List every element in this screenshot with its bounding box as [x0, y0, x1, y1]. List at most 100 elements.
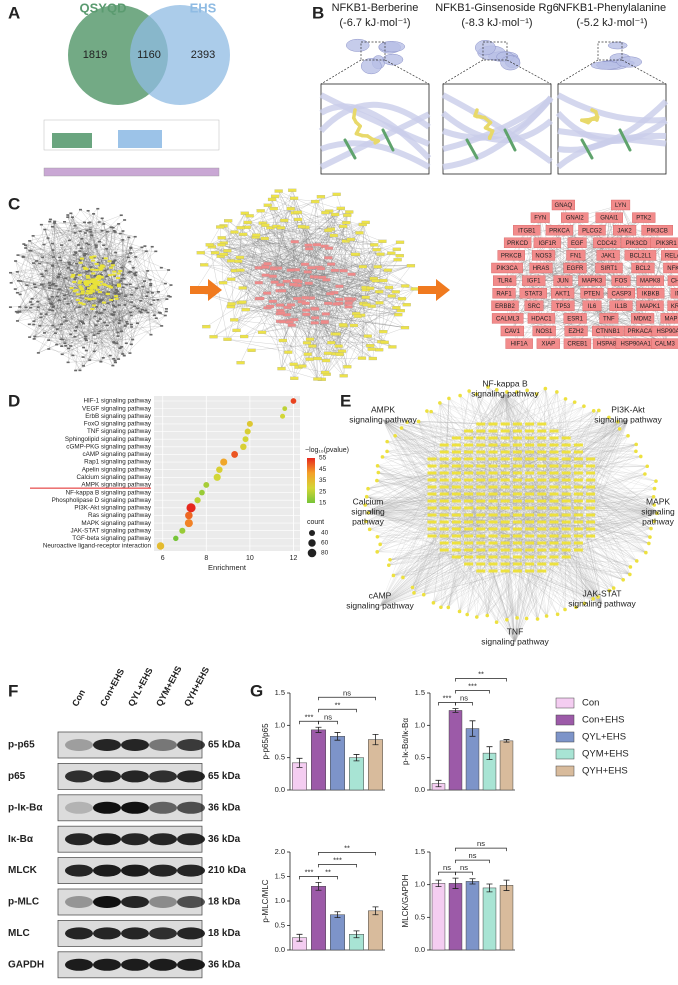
blot-band [149, 833, 177, 846]
edge [379, 535, 433, 607]
edge [146, 251, 166, 316]
node [200, 263, 209, 267]
edge [657, 230, 666, 344]
core-node [92, 282, 97, 285]
compound-node [476, 471, 486, 475]
hub-label: MAPK14 [664, 316, 678, 322]
edge [79, 250, 151, 280]
node [48, 220, 52, 223]
compound-node [611, 586, 616, 590]
hub-node [531, 250, 556, 261]
edge [305, 279, 327, 298]
compound-node [451, 541, 461, 545]
node [36, 306, 40, 308]
edge [367, 511, 469, 537]
core-node [95, 288, 100, 291]
node [67, 261, 71, 264]
node [81, 356, 85, 358]
compound-node [476, 520, 486, 524]
pathway-label: AMPK [371, 404, 395, 414]
compound-node [500, 478, 510, 482]
venn-count: 1819 [83, 49, 107, 61]
pathway-label: pathway [352, 516, 384, 526]
node [380, 340, 389, 344]
edge [281, 222, 347, 369]
node [121, 274, 125, 276]
pathway-label: signaling [351, 506, 385, 516]
edge [578, 451, 624, 580]
hub-node [624, 250, 657, 261]
edge [541, 423, 659, 513]
venn-set-label: EHS [190, 0, 217, 15]
edge [65, 278, 133, 340]
node [24, 306, 28, 309]
edge [288, 208, 342, 322]
error-bar [503, 879, 510, 891]
edge [456, 456, 641, 502]
compound-node [512, 541, 522, 545]
compound-node [537, 541, 547, 545]
dot [282, 406, 288, 412]
node [94, 324, 98, 326]
edge [456, 458, 630, 575]
edge [608, 204, 621, 319]
node [128, 283, 132, 286]
edge [312, 248, 330, 347]
hub-node [611, 275, 631, 286]
edge [274, 240, 346, 269]
edge [34, 338, 84, 366]
compound-node [500, 464, 510, 468]
colorbar [307, 458, 315, 503]
compound-node [464, 450, 474, 454]
compound-node [648, 535, 652, 539]
compound-node [363, 519, 368, 524]
edge [236, 227, 271, 331]
core-node [92, 279, 97, 282]
y-tick-label: Phospholipase D signaling pathway [52, 497, 152, 504]
compound-node [549, 520, 559, 524]
core-node [117, 285, 122, 288]
compound-node [574, 605, 578, 610]
node [71, 354, 75, 357]
pathway-label: cAMP [369, 590, 392, 600]
edge [71, 252, 131, 271]
edge [439, 402, 469, 509]
node [117, 293, 121, 296]
protein-label: p-Iκ-Bα [8, 802, 43, 813]
blot-band [177, 958, 205, 971]
edge [468, 389, 497, 446]
edge [64, 298, 87, 341]
edge [377, 458, 567, 466]
compound-node [638, 454, 643, 459]
node [321, 210, 330, 215]
edge [280, 227, 375, 245]
node [92, 213, 96, 215]
edge [38, 307, 115, 343]
node [30, 303, 34, 306]
edge [292, 208, 342, 285]
node [263, 203, 272, 207]
edge [401, 427, 494, 523]
node [316, 195, 326, 199]
core-node [97, 284, 102, 287]
edge [280, 227, 302, 302]
edge [566, 511, 659, 544]
edge [511, 255, 534, 294]
edge [578, 493, 603, 605]
edge [590, 451, 636, 502]
edge [280, 310, 315, 324]
node [51, 324, 55, 327]
edge [541, 535, 614, 589]
compound-node [537, 457, 547, 461]
edge [541, 486, 655, 489]
node [144, 309, 148, 312]
edge [264, 190, 293, 239]
node [82, 322, 86, 325]
edge [19, 306, 125, 356]
edge [366, 496, 433, 523]
pathway-label: signaling pathway [481, 636, 549, 646]
node [379, 330, 388, 334]
compound-node [464, 548, 474, 552]
edge [122, 285, 172, 355]
sig-bracket [318, 852, 376, 856]
